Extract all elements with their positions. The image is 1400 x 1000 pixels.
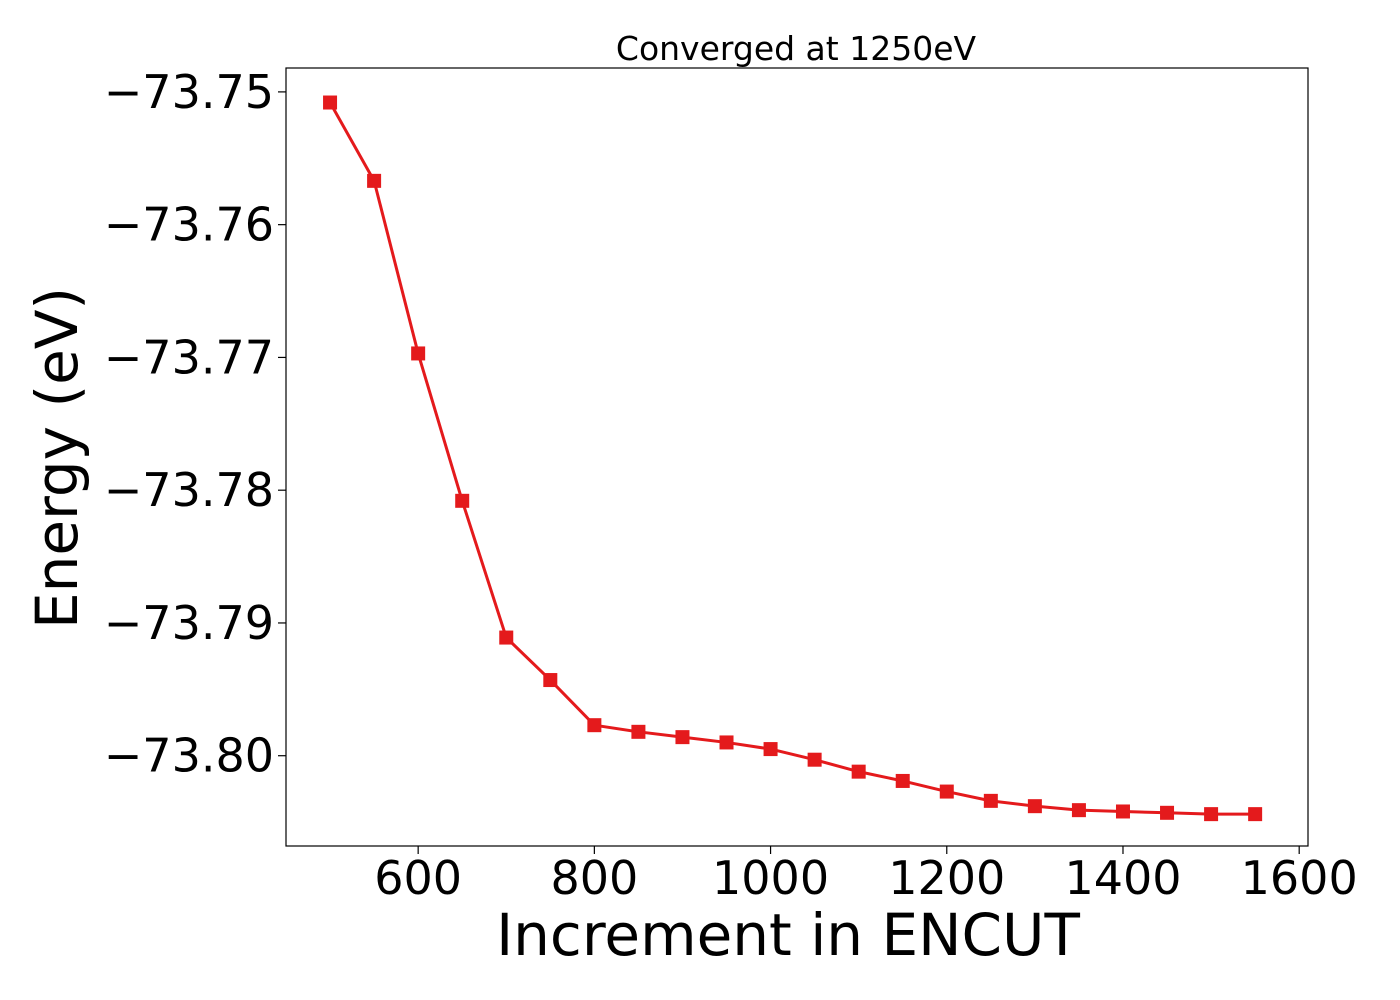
data-point [675,730,690,745]
series-markers [323,95,1263,822]
data-point [499,630,514,645]
data-point [983,793,998,808]
y-axis: −73.75 −73.76 −73.77 −73.78 −73.79 −73.80 [104,65,286,783]
x-tick-label: 1600 [1241,851,1358,905]
data-point [1115,804,1130,819]
data-point [939,784,954,799]
data-point [719,735,734,750]
data-point [455,493,470,508]
data-point [1204,807,1219,822]
x-tick-label: 1400 [1064,851,1181,905]
data-point [763,742,778,757]
data-point [323,95,338,110]
data-point [1160,805,1175,820]
y-tick-label: −73.76 [104,198,274,252]
data-point [807,752,822,767]
data-point [895,773,910,788]
y-axis-label: Energy (eV) [23,287,91,629]
data-point [411,346,426,361]
data-point [631,724,646,739]
chart-title: Converged at 1250eV [616,29,977,68]
y-tick-label: −73.75 [104,65,274,119]
data-point [543,673,558,688]
data-point [851,764,866,779]
x-tick-label: 800 [550,851,638,905]
y-tick-label: −73.77 [104,330,274,384]
data-point [1248,807,1263,822]
data-point [587,718,602,733]
data-point [1071,803,1086,818]
y-tick-label: −73.78 [104,463,274,517]
x-axis-label: Increment in ENCUT [496,901,1080,969]
plot-frame [285,67,1309,847]
y-tick-label: −73.79 [104,596,274,650]
data-point [367,173,382,188]
x-tick-label: 1000 [712,851,829,905]
data-point [1027,799,1042,814]
series-line [328,101,1256,816]
x-axis: 600 800 1000 1200 1400 1600 [374,846,1358,905]
x-tick-label: 600 [374,851,462,905]
x-tick-label: 1200 [888,851,1005,905]
y-tick-label: −73.80 [104,729,274,783]
